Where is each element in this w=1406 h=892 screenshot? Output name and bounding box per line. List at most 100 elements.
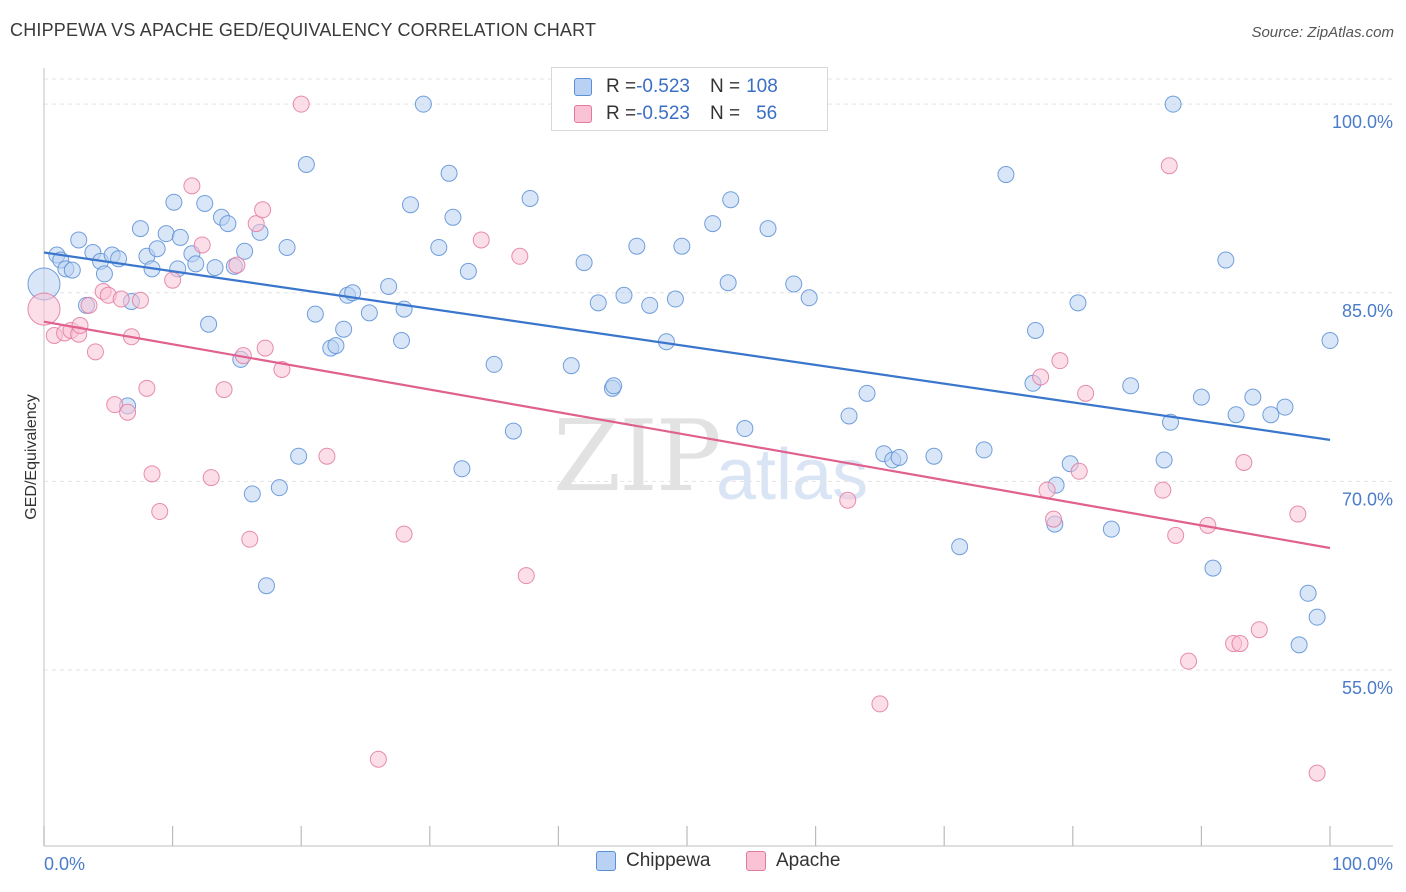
chippewa-point: [165, 193, 183, 211]
legend-n-label: N =: [709, 76, 741, 97]
chippewa-point: [785, 275, 803, 293]
apache-point: [1231, 635, 1249, 653]
chippewa-point: [666, 290, 684, 308]
chart-source: Source: ZipAtlas.com: [1251, 24, 1394, 41]
chippewa-point: [1122, 377, 1140, 395]
chippewa-point: [673, 237, 691, 255]
apache-point: [871, 695, 889, 713]
chippewa-point: [719, 274, 737, 292]
apache-point: [106, 396, 124, 414]
series-legend-chippewa: Chippewa: [596, 850, 711, 872]
apache-point: [202, 469, 220, 487]
chippewa-point: [360, 304, 378, 322]
apache-point: [247, 215, 265, 233]
chippewa-point: [440, 164, 458, 182]
chippewa-point: [236, 242, 254, 260]
chippewa-point: [257, 577, 275, 595]
chippewa-point: [171, 228, 189, 246]
chippewa-point: [1155, 451, 1173, 469]
x-axis-ticks: [43, 826, 1331, 846]
chippewa-point: [1321, 332, 1339, 350]
apache-trend-line: [43, 320, 1331, 550]
chippewa-point: [414, 95, 432, 113]
chippewa-point: [1027, 321, 1045, 339]
chippewa-point: [335, 320, 353, 338]
apache-point: [241, 530, 259, 548]
chippewa-point: [504, 422, 522, 440]
series-name-apache: Apache: [776, 850, 841, 871]
apache-point: [1038, 481, 1056, 499]
apache-point: [86, 343, 104, 361]
apache-point: [80, 296, 98, 314]
chippewa-trend-line: [43, 251, 1331, 441]
chippewa-point: [975, 441, 993, 459]
legend-row-apache: R = -0.523 N = 56: [574, 102, 777, 126]
x-tick-label-min: 0.0%: [44, 854, 85, 874]
legend-r-value: -0.523: [636, 76, 690, 97]
apache-point: [1032, 368, 1050, 386]
apache-points: [27, 95, 1326, 782]
y-tick-label: 100.0%: [1332, 112, 1393, 132]
trend-lines: [43, 251, 1331, 550]
chippewa-point: [200, 315, 218, 333]
chippewa-point: [430, 238, 448, 256]
chippewa-point: [148, 240, 166, 258]
apache-point: [395, 525, 413, 543]
x-tick-label-max: 100.0%: [1332, 854, 1393, 874]
chippewa-point: [131, 220, 149, 238]
series-name-chippewa: Chippewa: [626, 850, 711, 871]
apache-point: [1154, 481, 1172, 499]
legend-r-label: R =: [606, 76, 637, 97]
apache-point: [369, 750, 387, 768]
chippewa-point: [278, 238, 296, 256]
chippewa-point: [925, 447, 943, 465]
apache-point: [256, 339, 274, 357]
apache-point: [193, 236, 211, 254]
chart-title: CHIPPEWA VS APACHE GED/EQUIVALENCY CORRE…: [10, 20, 597, 40]
y-tick-label: 70.0%: [1342, 489, 1393, 509]
apache-point: [1077, 384, 1095, 402]
apache-point: [183, 177, 201, 195]
apache-point: [517, 567, 535, 585]
chippewa-point: [70, 231, 88, 249]
chippewa-point: [704, 215, 722, 233]
apache-point: [1180, 652, 1198, 670]
chippewa-point: [1276, 398, 1294, 416]
apache-point: [273, 360, 291, 378]
chippewa-point: [297, 156, 315, 174]
chippewa-point: [1262, 406, 1280, 424]
apache-swatch-icon: [574, 105, 592, 123]
y-tick-label: 55.0%: [1342, 678, 1393, 698]
legend-row-chippewa: R = -0.523 N = 108: [574, 75, 778, 99]
apache-point: [112, 290, 130, 308]
chippewa-point: [562, 357, 580, 375]
chippewa-point: [951, 538, 969, 556]
apache-point: [164, 271, 182, 289]
legend-n-label: N =: [709, 103, 741, 124]
chippewa-point: [459, 262, 477, 280]
chippewa-point: [575, 254, 593, 272]
chippewa-point: [187, 255, 205, 273]
chippewa-swatch-icon: [574, 78, 592, 96]
apache-point: [472, 231, 490, 249]
chippewa-point: [485, 355, 503, 373]
grid-lines: [44, 78, 1393, 671]
chippewa-legend-icon: [596, 851, 616, 871]
apache-point: [119, 403, 137, 421]
apache-point: [1160, 157, 1178, 175]
chippewa-point: [453, 460, 471, 478]
apache-point: [1235, 454, 1253, 471]
chippewa-point: [997, 166, 1015, 184]
stats-legend: R = -0.523 N = 108 R = -0.523 N = 56: [551, 67, 828, 131]
chippewa-point: [890, 448, 908, 466]
y-axis-label: GED/Equivalency: [23, 394, 40, 519]
chippewa-point: [641, 296, 659, 314]
chippewa-point: [402, 196, 420, 214]
apache-point: [1167, 526, 1185, 544]
apache-point: [71, 316, 89, 334]
apache-point: [839, 491, 857, 509]
chippewa-point: [243, 485, 261, 503]
series-legend-apache: Apache: [746, 850, 840, 872]
chippewa-point: [196, 194, 214, 212]
apache-point: [1070, 462, 1088, 480]
